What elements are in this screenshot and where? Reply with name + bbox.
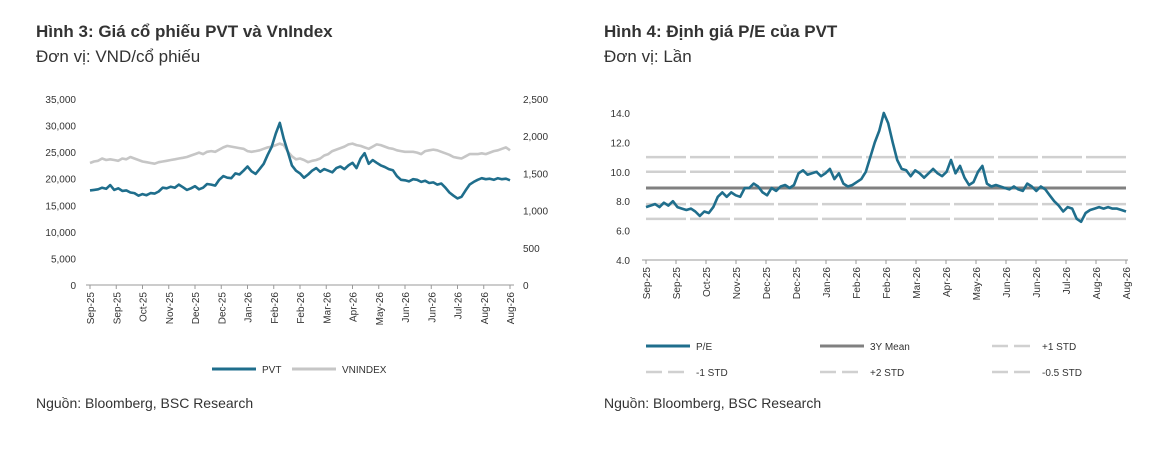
x-tick-label: Aug-26: [1092, 267, 1103, 300]
y-left-tick-label: 30,000: [45, 122, 76, 133]
x-tick-label: Aug-26: [1122, 267, 1133, 300]
legend-label: P/E: [696, 342, 712, 353]
y-left-tick-label: 35,000: [45, 95, 76, 106]
x-tick-label: Apr-26: [942, 267, 953, 297]
x-tick-label: May-26: [375, 292, 386, 326]
x-tick-label: Sep-25: [672, 267, 683, 300]
figure-title: Hình 3: Giá cổ phiếu PVT và VnIndex: [36, 22, 333, 41]
x-tick-label: May-26: [972, 267, 983, 301]
x-tick-label: Jun-26: [427, 292, 438, 323]
y-right-tick-label: 1,500: [523, 169, 548, 180]
legend-label: PVT: [262, 365, 281, 376]
x-tick-label: Jul-26: [1062, 267, 1073, 295]
x-tick-label: Dec-25: [762, 267, 773, 300]
legend-label: -0.5 STD: [1042, 368, 1082, 379]
price-chart: 35,000 30,000 25,000 20,000 15,000 10,000 5,00…: [45, 95, 548, 376]
y-tick-label: 10.0: [611, 168, 631, 179]
x-tick-label: Jun-26: [1002, 267, 1013, 298]
x-tick-label: Jun-26: [401, 292, 412, 323]
pe-chart: 14.0 12.0 10.0 8.0 6.0 4.0 Sep-25 Sep-25 Oct-25 N…: [611, 109, 1133, 379]
y-left-tick-label: 0: [70, 281, 76, 292]
x-tick-label: Apr-26: [349, 292, 360, 322]
y-right-tick-label: 2,500: [523, 95, 548, 106]
y-tick-label: 12.0: [611, 138, 631, 149]
x-tick-label: Feb-26: [882, 267, 893, 299]
figure-unit: Đơn vị: VND/cổ phiếu: [36, 47, 201, 66]
legend-label: +1 STD: [1042, 342, 1076, 353]
pe-valuation-figure: Hình 4: Định giá P/E của PVT Đơn vị: Lần…: [570, 0, 1133, 456]
y-right-tick-label: 1,000: [523, 207, 548, 218]
x-tick-label: Oct-25: [139, 292, 150, 322]
legend-label: +2 STD: [870, 368, 904, 379]
y-left-tick-label: 20,000: [45, 175, 76, 186]
y-tick-label: 14.0: [611, 109, 631, 120]
x-tick-label: Sep-25: [86, 292, 97, 325]
x-tick-label: Nov-25: [732, 267, 743, 300]
figure-title: Hình 4: Định giá P/E của PVT: [604, 22, 838, 41]
y-left-tick-label: 10,000: [45, 228, 76, 239]
y-left-tick-label: 25,000: [45, 148, 76, 159]
x-tick-label: Feb-26: [270, 292, 281, 324]
x-tick-label: Nov-25: [165, 292, 176, 325]
x-tick-label: Aug-26: [480, 292, 491, 325]
y-tick-label: 6.0: [616, 227, 630, 238]
x-tick-label: Jun-26: [1032, 267, 1043, 298]
x-tick-label: Feb-26: [296, 292, 307, 324]
x-tick-label: Aug-26: [506, 292, 517, 325]
y-right-tick-label: 0: [523, 281, 529, 292]
x-tick-label: Sep-25: [642, 267, 653, 300]
figure-source: Nguồn: Bloomberg, BSC Research: [604, 395, 822, 411]
x-tick-label: Feb-26: [852, 267, 863, 299]
legend-label: 3Y Mean: [870, 342, 910, 353]
x-tick-label: Oct-25: [702, 267, 713, 297]
legend-label: -1 STD: [696, 368, 728, 379]
x-tick-label: Mar-26: [322, 292, 333, 324]
legend-label: VNINDEX: [342, 365, 387, 376]
figure-source: Nguồn: Bloomberg, BSC Research: [36, 395, 254, 411]
y-tick-label: 8.0: [616, 197, 630, 208]
y-left-tick-label: 5,000: [51, 254, 76, 265]
x-tick-label: Dec-25: [191, 292, 202, 325]
figure-unit: Đơn vị: Lần: [604, 47, 692, 66]
x-tick-label: Dec-25: [217, 292, 228, 325]
y-right-tick-label: 500: [523, 244, 540, 255]
y-left-tick-label: 15,000: [45, 201, 76, 212]
y-right-tick-label: 2,000: [523, 132, 548, 143]
x-tick-label: Jan-26: [244, 292, 255, 323]
vnindex-line: [89, 142, 511, 165]
x-tick-label: Jul-26: [454, 292, 465, 320]
x-tick-label: Sep-25: [112, 292, 123, 325]
x-tick-label: Jan-26: [822, 267, 833, 298]
y-tick-label: 4.0: [616, 256, 630, 267]
pvt-vnindex-figure: Hình 3: Giá cổ phiếu PVT và VnIndex Đơn …: [0, 0, 560, 456]
x-tick-label: Mar-26: [912, 267, 923, 299]
pe-line: [645, 111, 1127, 224]
pvt-line: [89, 121, 511, 200]
x-tick-label: Dec-25: [792, 267, 803, 300]
